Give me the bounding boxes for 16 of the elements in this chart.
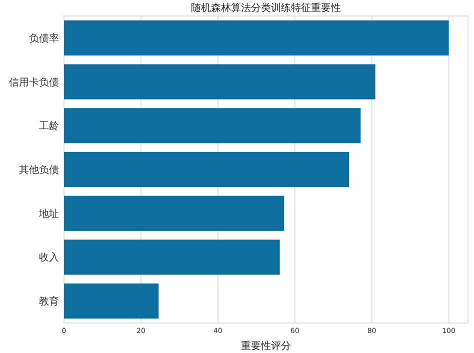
y-tick-label: 教育 <box>39 296 59 308</box>
bar <box>64 20 449 56</box>
x-axis-title: 重要性评分 <box>241 340 291 352</box>
y-tick-label: 工龄 <box>39 120 59 132</box>
chart-title: 随机森林算法分类训练特征重要性 <box>191 2 341 14</box>
bar <box>64 240 280 275</box>
bar <box>64 152 350 188</box>
y-tick-label: 收入 <box>39 252 59 264</box>
y-tick-label: 负债率 <box>29 32 59 44</box>
bar <box>64 284 159 319</box>
bar <box>64 64 376 100</box>
y-tick-label: 其他负债 <box>19 164 59 176</box>
bar <box>64 196 284 231</box>
bar <box>64 108 361 144</box>
y-tick-label: 地址 <box>38 208 59 220</box>
y-tick-label: 信用卡负债 <box>9 76 59 88</box>
